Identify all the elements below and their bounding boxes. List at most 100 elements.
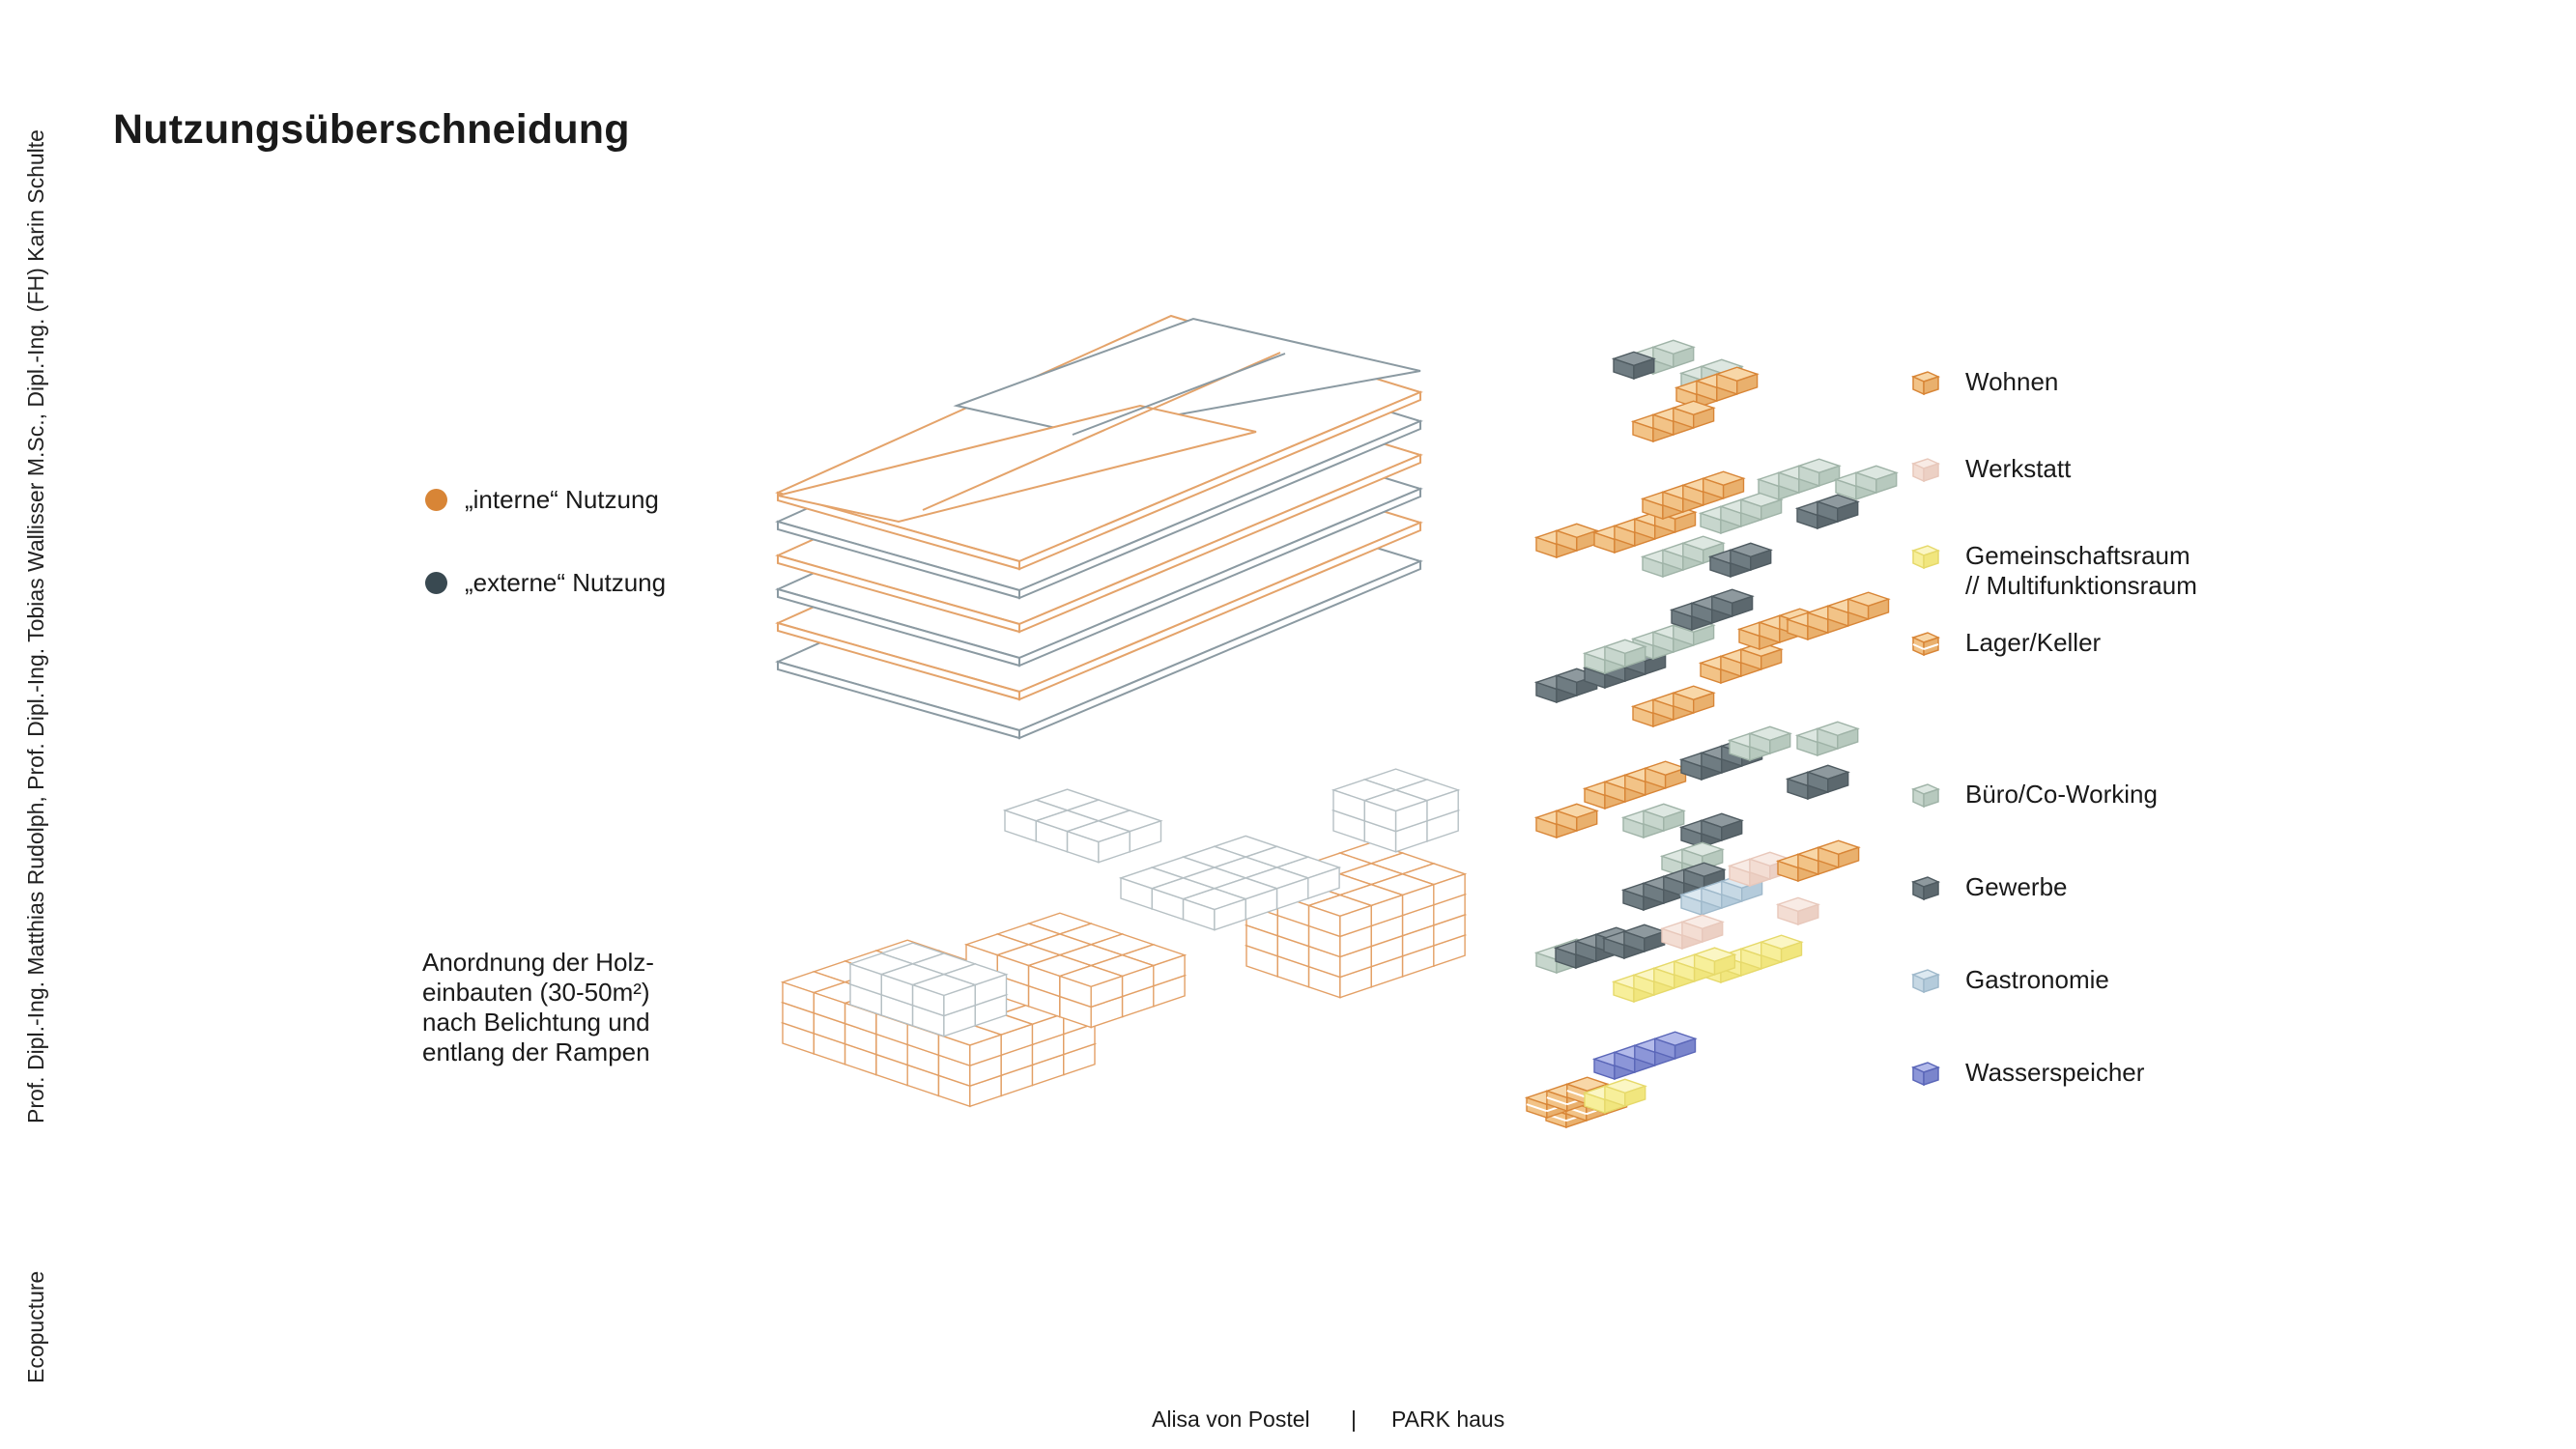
legend-label: Gemeinschaftsraum// Multifunktionsraum [1965, 541, 2197, 600]
usage-internal-label: „interne“ Nutzung [465, 485, 659, 514]
cube-yellow-icon [1910, 545, 1941, 570]
floor-module-cube [1602, 1078, 1647, 1107]
usage-external-label: „externe“ Nutzung [465, 568, 667, 597]
legend-label: Lager/Keller [1965, 628, 2102, 657]
cube-lightblue-icon [1910, 969, 1941, 994]
note-line: einbauten (30-50m²) [422, 978, 650, 1007]
floor-module-group [1533, 803, 1599, 839]
module-cube [1065, 820, 1132, 864]
floor-module-group [1533, 668, 1599, 704]
external-use-dot-icon [425, 572, 447, 594]
module-cube [1057, 964, 1125, 1009]
cube-pink-icon [1910, 458, 1941, 483]
floor-module-cube [1816, 839, 1861, 868]
floor-module-cube [1671, 685, 1716, 714]
cube-orange-icon [1910, 371, 1941, 396]
legend-label: Gewerbe [1965, 872, 2068, 901]
floor-module-group [1640, 470, 1746, 521]
module-cube [910, 973, 978, 1017]
note-line: Anordnung der Holz- [422, 948, 654, 977]
floor-module-group [1533, 523, 1599, 559]
floor-module-group [1756, 458, 1842, 501]
floor-module-group [1833, 465, 1899, 501]
cube-sage-icon [1910, 783, 1941, 809]
floor-module-group [1630, 400, 1716, 443]
arrangement-note: Anordnung der Holz- einbauten (30-50m²) … [422, 948, 654, 1067]
module-cube [936, 1023, 1004, 1067]
floor-module-group [1674, 366, 1760, 410]
wood-modules-massing [780, 768, 1468, 1108]
floor-module-group [1659, 914, 1725, 951]
internal-use-dot-icon [425, 489, 447, 511]
floor-module-group [1775, 839, 1861, 883]
slab-top-partial [777, 317, 1421, 524]
module-cube [1181, 888, 1248, 931]
exploded-floor-plans [1524, 339, 1899, 1129]
legend-item-wasserspeicher: Wasserspeicher [1909, 1058, 2144, 1091]
floor-module-cube [1554, 523, 1599, 552]
floor-module-cube [1846, 591, 1891, 620]
floor-module-group [1785, 764, 1850, 801]
footer-separator: | [1351, 1406, 1357, 1432]
floor-module-cube [1815, 721, 1860, 750]
floor-module-group [1620, 803, 1686, 839]
floor-module-cube [1709, 588, 1755, 617]
floor-module-group [1698, 492, 1784, 535]
cube-purple-icon [1910, 1062, 1941, 1087]
footer-project: PARK haus [1391, 1406, 1505, 1432]
legend-label: Büro/Co-Working [1965, 780, 2158, 809]
floor-module-cube [1738, 492, 1784, 521]
legend-item-werkstatt: Werkstatt [1909, 454, 2071, 487]
massing-grey-top [1002, 788, 1163, 864]
floor-module-group [1591, 1031, 1698, 1081]
floor-module-cube [1680, 535, 1726, 564]
floor-module-cube [1714, 366, 1760, 395]
floor-module-group [1785, 591, 1891, 641]
page-title: Nutzungsüberschneidung [113, 106, 630, 153]
legend-item-lager-keller: Lager/Keller [1909, 628, 2101, 661]
floor-module-group [1775, 896, 1820, 926]
floor-module-group [1582, 760, 1688, 810]
floor-module-group [1707, 542, 1773, 579]
floor-module-group [1630, 685, 1716, 728]
floor-module-group [1591, 504, 1698, 554]
massing-grey-cluster [847, 942, 1009, 1037]
legend-item-gastronomie: Gastronomie [1909, 965, 2109, 998]
legend-label: Wohnen [1965, 367, 2059, 396]
floor-slabs-stack [775, 314, 1423, 740]
floor-module-cube [1775, 896, 1820, 926]
floor-module-cube [1805, 764, 1850, 793]
floor-module-group [1620, 862, 1727, 912]
floor-module-group [1678, 812, 1744, 849]
floor-module-cube [1554, 803, 1599, 832]
legend-label: Wasserspeicher [1965, 1058, 2145, 1087]
floor-module-group [1611, 351, 1656, 381]
floor-module-group [1611, 947, 1737, 1004]
floor-module-cube [1650, 339, 1696, 368]
floor-module-group [1669, 588, 1755, 632]
legend-item-gemeinschaftsraum: Gemeinschaftsraum// Multifunktionsraum [1909, 541, 2197, 601]
floor-module-group [1794, 721, 1860, 757]
massing-block-right [1244, 841, 1468, 999]
usage-internal: „interne“ Nutzung [425, 485, 659, 515]
floor-module-cube [1699, 812, 1744, 841]
floor-module-cube [1641, 803, 1686, 832]
floor-module-cube [1701, 470, 1746, 499]
floor-module-cube [1611, 351, 1656, 381]
floor-module-cube [1602, 639, 1647, 668]
note-line: nach Belichtung und [422, 1008, 650, 1037]
legend-label: Gastronomie [1965, 965, 2109, 994]
floor-module-cube [1728, 542, 1773, 571]
floor-module-cube [1692, 947, 1737, 976]
floor-module-cube [1652, 1031, 1698, 1060]
module-cube [1306, 894, 1374, 938]
floor-module-cube [1621, 923, 1667, 952]
legend-item-gewerbe: Gewerbe [1909, 872, 2068, 905]
note-line: entlang der Rampen [422, 1037, 650, 1066]
cube-dark-icon [1910, 876, 1941, 901]
massing-grey-right [1331, 768, 1461, 853]
floor-module-cube [1681, 862, 1727, 891]
floor-module-group [1640, 535, 1726, 579]
legend-label: Werkstatt [1965, 454, 2072, 483]
